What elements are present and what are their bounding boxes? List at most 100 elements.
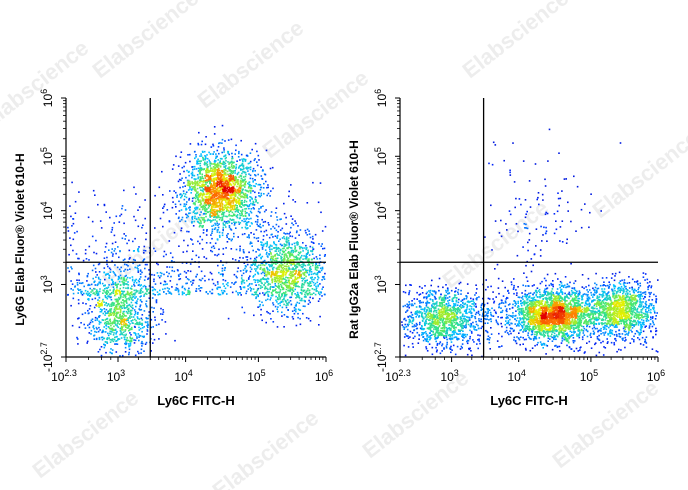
event-dot (110, 308, 113, 310)
event-dot (244, 158, 246, 161)
event-dot (134, 219, 137, 222)
event-dot (292, 254, 294, 257)
event-dot (241, 179, 244, 182)
event-dot (172, 201, 174, 203)
event-dot (178, 210, 181, 212)
event-dot (186, 250, 188, 253)
event-dot (310, 250, 312, 252)
event-dot (317, 264, 319, 267)
event-dot (160, 313, 162, 315)
event-dot (266, 241, 268, 243)
event-dot (307, 288, 309, 290)
event-dot (109, 320, 112, 323)
event-dot (295, 250, 298, 252)
event-dot (103, 267, 106, 269)
event-dot (225, 201, 227, 203)
event-dot (114, 322, 116, 325)
event-dot (104, 321, 107, 324)
event-dot (220, 170, 223, 172)
event-dot (295, 266, 297, 269)
event-dot (232, 258, 234, 260)
event-dot (72, 292, 75, 295)
event-dot (298, 234, 300, 236)
event-dot (288, 267, 290, 269)
event-dot (305, 271, 307, 274)
event-dot (208, 177, 211, 179)
event-dot (195, 200, 197, 203)
event-dot (211, 195, 214, 197)
event-dot (250, 288, 252, 290)
event-dot (185, 203, 188, 206)
event-dot (249, 192, 252, 194)
event-dot (276, 237, 279, 239)
event-dot (300, 286, 303, 289)
event-dot (274, 272, 277, 275)
event-dot (221, 270, 224, 272)
event-dot (253, 279, 255, 281)
event-dot (265, 274, 268, 277)
event-dot (209, 161, 211, 163)
event-dot (121, 292, 124, 295)
event-dot (198, 160, 201, 162)
event-dot (129, 257, 131, 259)
event-dot (84, 252, 87, 255)
event-dot (112, 314, 115, 317)
event-dot (239, 187, 242, 190)
event-dot (289, 259, 292, 261)
event-dot (178, 216, 180, 219)
event-dot (144, 267, 146, 270)
event-dot (219, 142, 221, 144)
event-dot (216, 287, 218, 290)
event-dot (293, 312, 296, 315)
event-dot (83, 285, 85, 288)
event-dot (213, 126, 216, 128)
event-dot (288, 260, 291, 262)
event-dot (105, 296, 107, 299)
event-dot (224, 166, 226, 168)
event-dot (280, 266, 283, 269)
event-dot (301, 292, 303, 294)
event-dot (184, 185, 186, 187)
event-dot (263, 182, 265, 185)
event-dot (229, 204, 231, 207)
event-dot (214, 208, 216, 211)
event-dot (218, 178, 221, 181)
event-dot (283, 245, 285, 248)
event-dot (216, 190, 218, 193)
event-dot (206, 175, 208, 177)
event-dot (227, 193, 229, 195)
event-dot (137, 225, 140, 228)
event-dot (218, 178, 220, 181)
event-dot (222, 213, 224, 216)
event-dot (113, 325, 115, 328)
event-dot (114, 343, 116, 345)
event-dot (272, 236, 274, 238)
event-dot (134, 333, 137, 335)
event-dot (227, 173, 229, 176)
event-dot (179, 193, 181, 196)
event-dot (566, 309, 568, 311)
event-dot (210, 211, 212, 214)
event-dot (117, 278, 120, 281)
event-dot (275, 207, 278, 209)
event-dot (216, 281, 219, 283)
event-dot (191, 174, 194, 177)
event-dot (296, 291, 299, 294)
event-dot (213, 160, 216, 163)
event-dot (198, 195, 201, 197)
event-dot (324, 272, 326, 275)
event-dot (260, 207, 262, 209)
event-dot (279, 281, 281, 283)
event-dot (87, 216, 90, 219)
event-dot (219, 203, 221, 205)
event-dot (247, 170, 249, 172)
event-dot (265, 291, 268, 294)
event-dot (226, 186, 229, 189)
event-dot (247, 182, 249, 185)
event-dot (95, 252, 98, 255)
event-dot (228, 201, 230, 203)
event-dot (161, 319, 163, 321)
event-dot (214, 198, 217, 200)
event-dot (106, 337, 109, 339)
event-dot (106, 256, 108, 259)
